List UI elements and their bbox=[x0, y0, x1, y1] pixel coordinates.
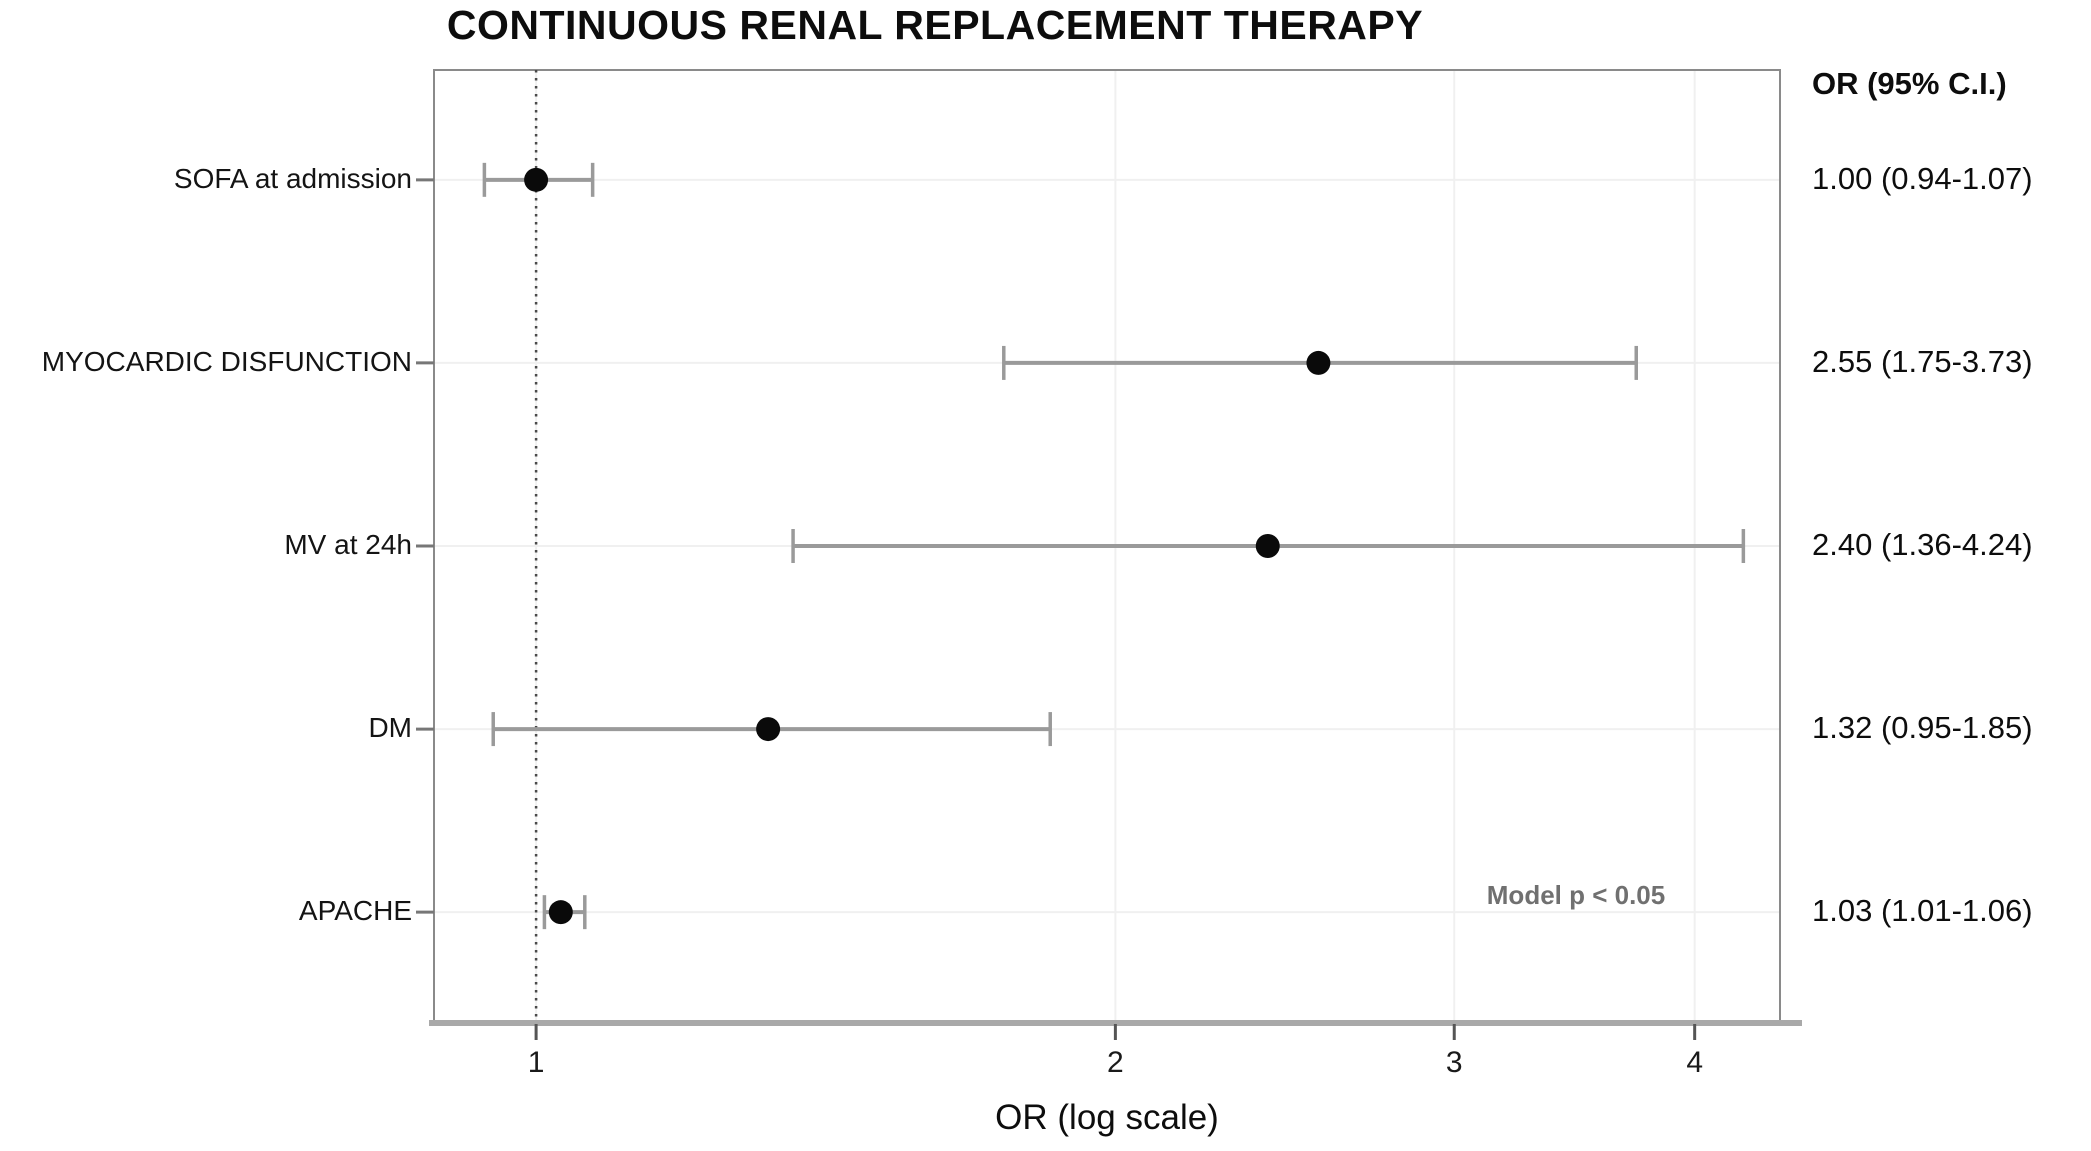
x-tick-label: 2 bbox=[1107, 1046, 1124, 1079]
row-label: DM bbox=[368, 712, 412, 744]
chart-title: CONTINUOUS RENAL REPLACEMENT THERAPY bbox=[446, 2, 1424, 48]
x-tick-label: 3 bbox=[1445, 1046, 1463, 1079]
row-label: APACHE bbox=[298, 895, 412, 927]
or-ci-value: 1.32 (0.95-1.85) bbox=[1812, 710, 2033, 746]
or-ci-column-header: OR (95% C.I.) bbox=[1812, 66, 2007, 101]
row-label: SOFA at admission bbox=[173, 162, 412, 194]
x-axis-label: OR (log scale) bbox=[995, 1098, 1219, 1137]
x-tick-label: 4 bbox=[1686, 1046, 1703, 1079]
or-point bbox=[1306, 350, 1331, 375]
model-p-annotation: Model p < 0.05 bbox=[1486, 880, 1666, 910]
or-point bbox=[524, 167, 549, 192]
or-point bbox=[548, 900, 573, 925]
or-point bbox=[1255, 534, 1280, 558]
or-ci-value: 1.03 (1.01-1.06) bbox=[1812, 893, 2033, 929]
row-label: MV at 24h bbox=[284, 529, 412, 560]
x-tick-label: 1 bbox=[527, 1046, 545, 1079]
or-ci-value: 1.00 (0.94-1.07) bbox=[1812, 160, 2033, 196]
row-label: MYOCARDIC DISFUNCTION bbox=[41, 345, 412, 377]
or-point bbox=[756, 717, 781, 742]
or-ci-value: 2.40 (1.36-4.24) bbox=[1812, 527, 2033, 562]
or-ci-value: 2.55 (1.75-3.73) bbox=[1812, 343, 2033, 379]
